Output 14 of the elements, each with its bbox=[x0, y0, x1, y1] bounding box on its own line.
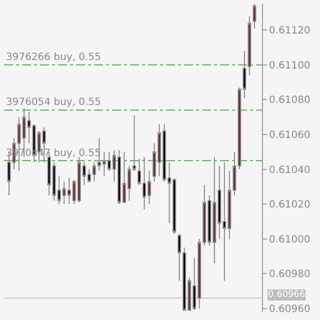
y-tick-label: 0.61100 bbox=[269, 60, 310, 72]
y-tick-label: 0.60960 bbox=[269, 304, 310, 316]
candlestick bbox=[252, 4, 256, 29]
y-tick-label: 0.61000 bbox=[269, 234, 310, 246]
ref-line-label: 3976054 buy, 0.55 bbox=[6, 97, 101, 108]
ref-line-label: 3976266 buy, 0.55 bbox=[6, 52, 101, 63]
y-tick-label: 0.61060 bbox=[269, 130, 310, 142]
ref-line-label: 0.60966 bbox=[268, 290, 306, 300]
y-tick-label: 0.61040 bbox=[269, 164, 310, 176]
y-tick-label: 0.61080 bbox=[269, 95, 310, 106]
y-tick-label: 0.61120 bbox=[269, 26, 310, 37]
y-tick-label: 0.61020 bbox=[269, 200, 310, 211]
y-tick-label: 0.60980 bbox=[269, 269, 310, 280]
candlestick bbox=[248, 16, 252, 76]
